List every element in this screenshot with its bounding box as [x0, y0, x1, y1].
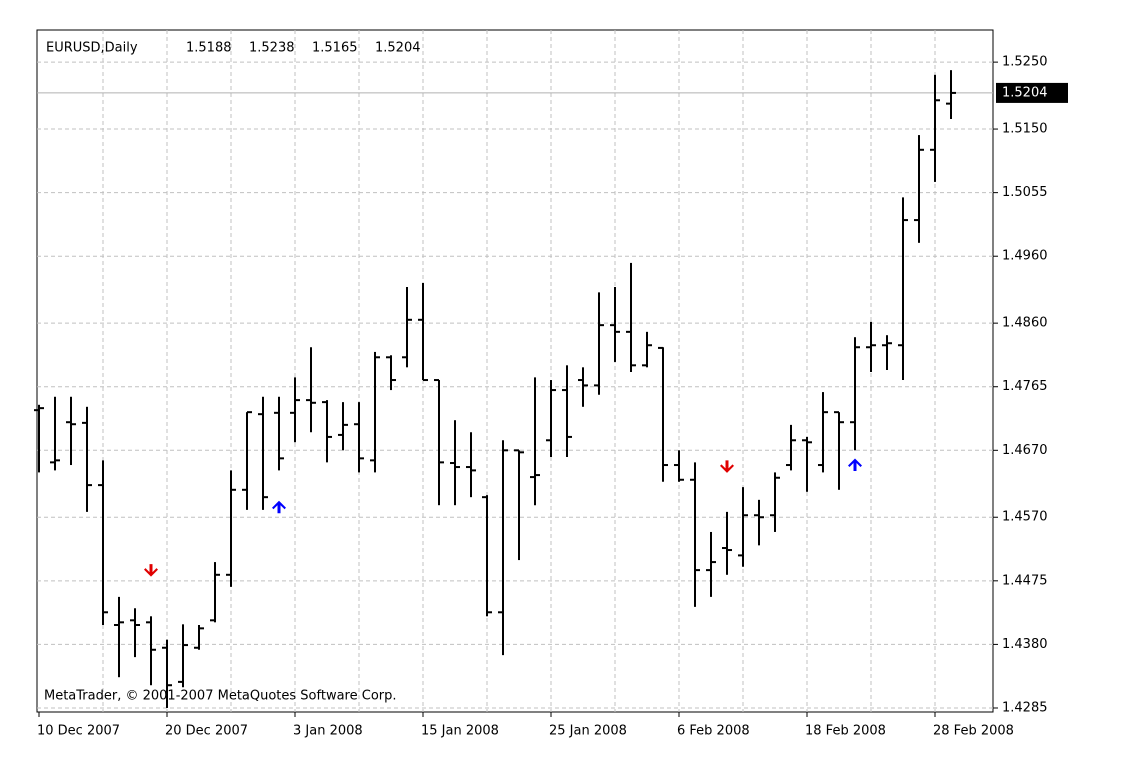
marks [34, 70, 956, 708]
x-tick-label: 28 Feb 2008 [933, 724, 1014, 739]
y-tick-label: 1.4670 [1002, 443, 1048, 458]
y-tick-label: 1.4765 [1002, 379, 1048, 394]
x-tick-label: 3 Jan 2008 [293, 724, 363, 739]
header-close: 1.5204 [375, 41, 421, 56]
chart-title: EURUSD,Daily [46, 41, 138, 56]
copyright: MetaTrader, © 2001-2007 MetaQuotes Softw… [44, 689, 397, 704]
x-tick-label: 6 Feb 2008 [677, 724, 750, 739]
header-open: 1.5188 [186, 41, 232, 56]
x-tick-label: 18 Feb 2008 [805, 724, 886, 739]
plot-frame [36, 29, 994, 713]
y-tick-label: 1.4570 [1002, 510, 1048, 525]
y-tick-label: 1.5250 [1002, 55, 1048, 70]
header-low: 1.5165 [312, 41, 358, 56]
header-high: 1.5238 [249, 41, 295, 56]
signal-arrow [144, 564, 158, 577]
x-tick-label: 15 Jan 2008 [421, 724, 499, 739]
y-tick-label: 1.4380 [1002, 637, 1048, 652]
x-tick-label: 25 Jan 2008 [549, 724, 627, 739]
y-tick-label: 1.4285 [1002, 700, 1048, 715]
y-tick-label: 1.4475 [1002, 573, 1048, 588]
x-tick-label: 20 Dec 2007 [165, 724, 248, 739]
signal-arrow [720, 460, 734, 473]
y-tick-label: 1.4860 [1002, 316, 1048, 331]
last-price-tag [996, 82, 1068, 103]
last-price-label: 1.5204 [1002, 85, 1048, 100]
y-tick-label: 1.5150 [1002, 122, 1048, 137]
signal-arrow [848, 458, 862, 472]
signal-arrow [272, 500, 286, 514]
y-tick-label: 1.4960 [1002, 249, 1048, 264]
x-tick-label: 10 Dec 2007 [37, 724, 120, 739]
y-tick-label: 1.5055 [1002, 185, 1048, 200]
